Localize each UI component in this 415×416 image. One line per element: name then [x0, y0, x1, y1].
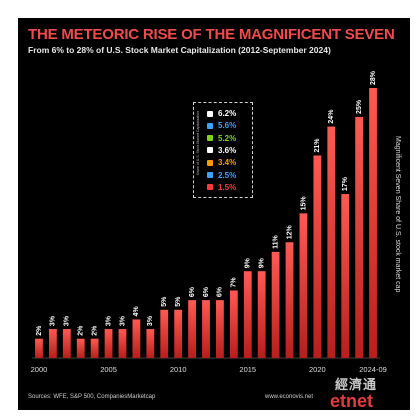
legend-value: 3.6% — [218, 145, 237, 155]
legend-value: 1.5% — [218, 182, 237, 192]
legend-item: 5.2% — [207, 134, 236, 143]
bar-value-label: 2% — [36, 325, 43, 336]
bar — [104, 329, 113, 358]
bar — [118, 329, 127, 358]
watermark-chinese: 經濟通 — [335, 377, 378, 392]
bar — [355, 116, 364, 359]
chart-panel: THE METEORIC RISE OF THE MAGNIFICENT SEV… — [18, 18, 410, 410]
legend-value: 5.2% — [218, 133, 237, 143]
watermark-etnet: etnet — [330, 391, 374, 411]
y-axis-label: Magnificent Seven Share of U.S. stock ma… — [394, 136, 401, 293]
bar — [216, 300, 224, 358]
bar-value-label: 4% — [133, 306, 140, 317]
bar-value-label: 12% — [286, 225, 293, 240]
site-url: www.econovis.net — [265, 394, 314, 400]
bar — [35, 338, 43, 358]
microsoft-icon — [207, 122, 213, 129]
bar-value-label: 11% — [272, 235, 279, 249]
bar — [174, 309, 183, 358]
bar-value-label: 24% — [328, 109, 335, 124]
chart-subtitle: From 6% to 28% of U.S. Stock Market Capi… — [28, 45, 331, 55]
bar — [327, 126, 336, 358]
tesla-icon — [207, 184, 213, 191]
x-tick-label: 2024-09 — [359, 365, 387, 374]
bar — [257, 271, 266, 358]
bar-value-label: 3% — [50, 315, 57, 326]
bar-value-label: 3% — [64, 315, 71, 326]
x-tick-label: 2005 — [100, 365, 117, 374]
legend-item: 5.6% — [207, 121, 236, 130]
legend-item: 3.4% — [207, 158, 236, 167]
bar — [202, 300, 210, 358]
legend-value: 6.2% — [218, 109, 237, 118]
bar-chart: 2% 3% 3% 2% 2% 3% 3% 4% 3% 5% 5% 6% 6% 6% 7% 9% 9% 11% 12%… — [31, 70, 387, 374]
bar — [90, 338, 99, 358]
bar-value-label: 2% — [91, 325, 98, 336]
legend-item: 1.5% — [207, 183, 236, 192]
bar-value-label: 3% — [119, 315, 126, 326]
google-icon — [207, 147, 213, 154]
legend-value: 2.5% — [218, 170, 237, 180]
bar — [160, 309, 169, 358]
bar-value-label: 9% — [259, 257, 266, 268]
bar — [62, 329, 71, 358]
bar — [146, 329, 155, 358]
bar-value-label: 3% — [147, 315, 154, 326]
bar — [299, 213, 308, 358]
meta-icon — [207, 172, 213, 178]
bar — [271, 251, 280, 358]
legend-value: 3.4% — [218, 158, 237, 168]
legend-item: 2.5% — [207, 171, 236, 180]
x-tick-label: 2020 — [309, 365, 326, 374]
bar — [188, 300, 196, 358]
bar — [369, 88, 377, 358]
nvidia-icon — [207, 135, 213, 142]
bar — [313, 155, 322, 358]
bar-value-label: 2% — [78, 325, 85, 336]
bar-value-label: 7% — [231, 277, 238, 288]
legend-value: 5.6% — [218, 121, 237, 131]
bar — [341, 194, 350, 358]
bar — [285, 242, 294, 358]
bar-value-label: 6% — [217, 286, 224, 297]
legend-box: Share of U.S. Stock Market Capitalizatio… — [193, 102, 253, 198]
legend-caption: Share of U.S. Stock Market Capitalizatio… — [196, 111, 200, 176]
bar — [243, 271, 252, 358]
bar-value-label: 6% — [189, 286, 196, 297]
apple-icon — [207, 110, 213, 117]
bar — [76, 338, 85, 358]
bar-value-label: 28% — [370, 70, 377, 85]
x-tick-label: 2010 — [170, 365, 187, 374]
chart-title: THE METEORIC RISE OF THE MAGNIFICENT SEV… — [28, 26, 395, 43]
x-tick-label: 2015 — [239, 365, 256, 374]
bar — [132, 319, 141, 358]
bar-value-label: 3% — [105, 315, 112, 326]
bar — [229, 290, 238, 358]
legend-item: 3.6% — [207, 146, 236, 155]
sources-text: Sources: WFE, S&P 500, CompaniesMarketca… — [28, 394, 156, 400]
bar-value-label: 5% — [161, 296, 168, 307]
bar-value-label: 21% — [314, 138, 321, 153]
bar-value-label: 25% — [356, 99, 363, 114]
bar-value-label: 9% — [245, 257, 252, 268]
bar-value-label: 15% — [300, 196, 307, 211]
x-tick-label: 2000 — [31, 365, 48, 374]
legend-item: 6.2% — [207, 109, 236, 118]
amazon-icon — [207, 159, 213, 166]
bar-value-label: 5% — [175, 296, 182, 307]
bar-value-label: 17% — [342, 176, 349, 191]
bar-value-label: 6% — [203, 286, 210, 297]
bar — [48, 329, 57, 358]
